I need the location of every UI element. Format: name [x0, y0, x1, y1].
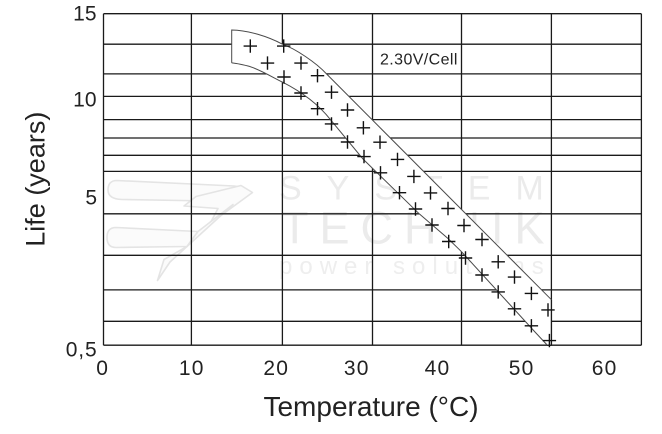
svg-text:30: 30 — [344, 357, 370, 380]
svg-text:TECHNIK: TECHNIK — [281, 202, 556, 253]
svg-text:Life (years): Life (years) — [21, 112, 51, 247]
svg-text:15: 15 — [73, 3, 96, 26]
svg-text:60: 60 — [592, 357, 618, 380]
svg-text:2.30V/Cell: 2.30V/Cell — [380, 52, 458, 69]
svg-text:50: 50 — [509, 357, 535, 380]
svg-text:20: 20 — [263, 357, 289, 380]
svg-text:Temperature (°C): Temperature (°C) — [263, 391, 478, 422]
svg-text:10: 10 — [179, 357, 205, 380]
svg-text:5: 5 — [85, 187, 97, 210]
svg-text:40: 40 — [425, 357, 451, 380]
svg-text:0: 0 — [96, 357, 109, 380]
svg-text:10: 10 — [73, 89, 96, 112]
svg-text:0,5: 0,5 — [66, 338, 98, 361]
